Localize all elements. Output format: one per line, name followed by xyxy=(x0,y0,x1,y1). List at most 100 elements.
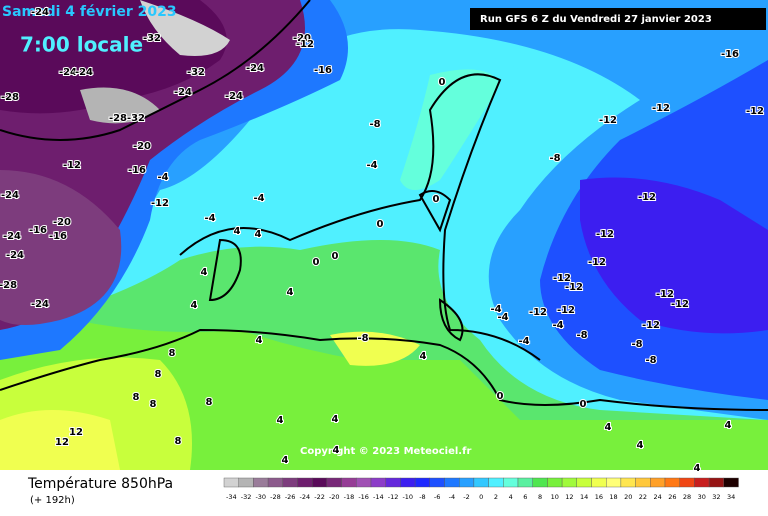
legend-label: -14 xyxy=(373,493,384,501)
legend-label: -20 xyxy=(329,493,340,501)
contour-label: 4 xyxy=(637,440,644,451)
contour-label: 8 xyxy=(169,348,176,359)
legend-swatch xyxy=(267,477,284,488)
contour-label: -24 xyxy=(59,67,77,78)
legend-swatch xyxy=(547,477,563,488)
temperature-field xyxy=(0,0,768,470)
legend-swatch xyxy=(370,477,386,488)
contour-label: 0 xyxy=(580,399,587,410)
legend-swatch xyxy=(620,477,636,488)
contour-label: -20 xyxy=(133,141,151,152)
legend-label: 18 xyxy=(609,493,617,501)
variable-title: Température 850hPa xyxy=(27,476,173,492)
legend-swatch xyxy=(414,477,431,488)
legend-label: -32 xyxy=(241,493,252,501)
contour-label: -12 xyxy=(671,299,689,310)
run-box xyxy=(470,8,766,30)
contour-label: 4 xyxy=(256,335,263,346)
contour-label: -24 xyxy=(31,7,49,18)
legend-swatch xyxy=(503,477,519,488)
footer xyxy=(0,470,768,512)
legend-swatch xyxy=(400,477,416,488)
legend-label: 14 xyxy=(580,493,588,501)
legend-label: -26 xyxy=(285,493,296,501)
legend-swatch xyxy=(253,477,269,488)
contour-label: -16 xyxy=(128,165,146,176)
run-info: Run GFS 6 Z du Vendredi 27 janvier 2023 xyxy=(480,14,712,25)
contour-label: 4 xyxy=(333,445,340,456)
contour-label: 4 xyxy=(694,463,701,474)
contour-label: -12 xyxy=(553,273,571,284)
legend-label: -2 xyxy=(463,493,469,501)
legend-label: 2 xyxy=(494,493,498,501)
contour-label: -16 xyxy=(314,65,332,76)
legend-label: 32 xyxy=(712,493,720,501)
contour-label: -24 xyxy=(31,299,49,310)
legend-label: -10 xyxy=(402,493,413,501)
contour-label: 0 xyxy=(497,391,504,402)
legend-label: -22 xyxy=(314,493,325,501)
legend-swatch xyxy=(664,477,680,488)
contour-label: -8 xyxy=(357,333,368,344)
contour-label: -8 xyxy=(549,153,560,164)
legend-swatch xyxy=(694,477,710,488)
contour-label: 4 xyxy=(255,229,262,240)
contour-label: -4 xyxy=(497,312,508,323)
legend-label: 30 xyxy=(698,493,706,501)
legend-swatch xyxy=(297,477,313,488)
contour-label: -32 xyxy=(143,33,161,44)
forecast-time: 7:00 locale xyxy=(20,33,143,57)
contour-label: -32 xyxy=(127,113,145,124)
contour-label: 0 xyxy=(433,194,440,205)
legend-label: 10 xyxy=(551,493,559,501)
contour-label: -4 xyxy=(518,336,529,347)
contour-label: -8 xyxy=(576,330,587,341)
contour-label: -12 xyxy=(596,229,614,240)
contour-label: -12 xyxy=(588,257,606,268)
legend-label: 28 xyxy=(683,493,691,501)
legend-swatch xyxy=(591,477,607,488)
contour-label: -24 xyxy=(225,91,243,102)
contour-label: -8 xyxy=(631,339,642,350)
contour-label: -28 xyxy=(109,113,127,124)
legend-label: 8 xyxy=(538,493,542,501)
contour-label: 4 xyxy=(605,422,612,433)
contour-label: 4 xyxy=(287,287,294,298)
contour-label: 4 xyxy=(201,267,208,278)
contour-label: -8 xyxy=(645,355,656,366)
legend-label: -4 xyxy=(449,493,455,501)
contour-label: 4 xyxy=(234,226,241,237)
contour-label: 12 xyxy=(55,437,69,448)
contour-label: -4 xyxy=(552,320,563,331)
contour-label: -24 xyxy=(246,63,264,74)
contour-label: -24 xyxy=(174,87,192,98)
legend-label: 0 xyxy=(479,493,483,501)
contour-label: 0 xyxy=(439,77,446,88)
legend-swatch xyxy=(561,477,577,488)
legend-label: 34 xyxy=(727,493,735,501)
legend-label: -16 xyxy=(358,493,369,501)
contour-label: 0 xyxy=(332,251,339,262)
contour-label: -20 xyxy=(53,217,71,228)
contour-label: -12 xyxy=(642,320,660,331)
legend-swatch xyxy=(679,477,695,488)
legend-swatch xyxy=(459,477,475,488)
legend-swatch xyxy=(532,477,548,488)
contour-label: -24 xyxy=(6,250,24,261)
legend-swatch xyxy=(341,477,357,488)
contour-label: 8 xyxy=(150,399,157,410)
contour-label: 4 xyxy=(725,420,732,431)
legend-swatch xyxy=(312,477,328,488)
contour-label: -28 xyxy=(1,92,19,103)
legend-label: -6 xyxy=(434,493,440,501)
contour-label: -12 xyxy=(529,307,547,318)
legend-label: 26 xyxy=(668,493,676,501)
contour-label: 8 xyxy=(175,436,182,447)
legend-swatch xyxy=(238,477,254,488)
copyright: Copyright © 2023 Meteociel.fr xyxy=(300,446,471,457)
legend-label: -18 xyxy=(344,493,355,501)
legend-label: 12 xyxy=(565,493,573,501)
legend-swatch xyxy=(356,477,372,488)
legend-swatch xyxy=(650,477,666,488)
legend-swatch xyxy=(576,477,592,488)
